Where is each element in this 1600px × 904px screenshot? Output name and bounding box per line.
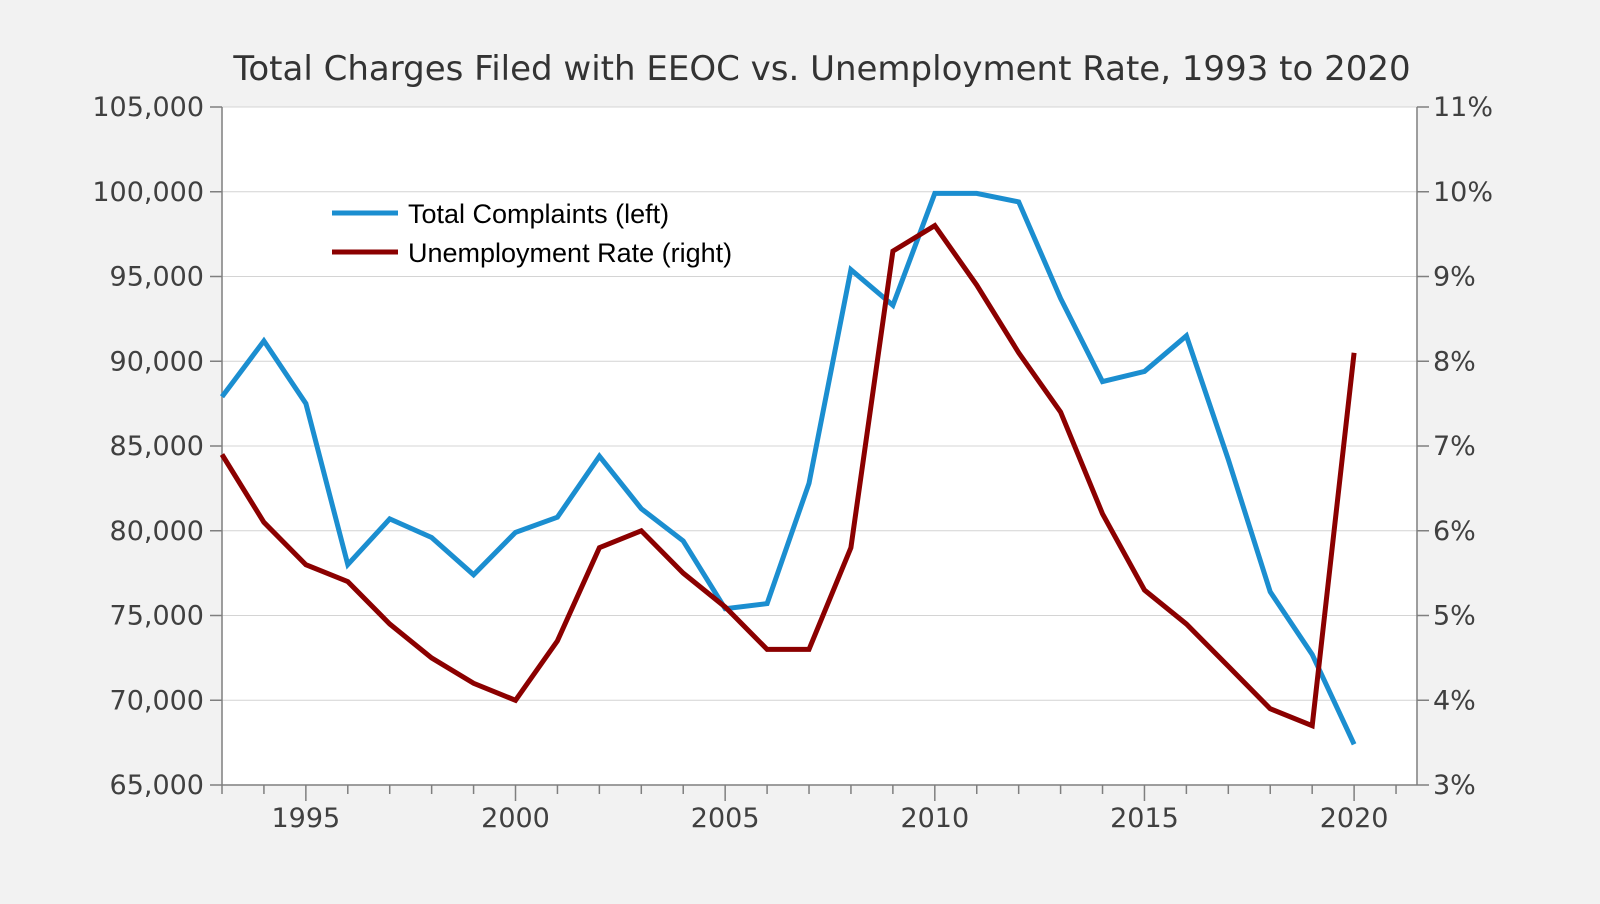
axes: 65,000 70,000 75,000 80,000 85,000 90,000 95,0… [92, 92, 1493, 834]
y-left-tick-label: 75,000 [110, 601, 204, 632]
x-tick-label: 2000 [481, 803, 550, 834]
y-right-tick-label: 4% [1433, 685, 1476, 716]
y-left-tick-label: 70,000 [110, 685, 204, 716]
legend-label: Unemployment Rate (right) [408, 238, 732, 268]
x-tick-label: 2015 [1110, 803, 1179, 834]
series-group [219, 190, 1357, 746]
series-line-total-complaints [219, 190, 1357, 746]
legend: Total Complaints (left) Unemployment Rate… [332, 199, 732, 268]
y-left-tick-label: 105,000 [92, 92, 204, 123]
series-line-unemployment-rate [219, 222, 1357, 730]
y-left-tick-label: 100,000 [92, 177, 204, 208]
x-tick-label: 2005 [691, 803, 760, 834]
y-right-tick-label: 11% [1433, 92, 1493, 123]
y-left-tick-label: 65,000 [110, 770, 204, 801]
x-tick-label: 2010 [900, 803, 969, 834]
x-tick-label: 1995 [272, 803, 341, 834]
x-tick-label: 2020 [1320, 803, 1389, 834]
y-left-tick-label: 90,000 [110, 346, 204, 377]
y-right-tick-label: 8% [1433, 346, 1476, 377]
y-right-tick-label: 3% [1433, 770, 1476, 801]
y-right-tick-label: 9% [1433, 262, 1476, 293]
y-right-tick-label: 10% [1433, 177, 1493, 208]
y-left-tick-label: 85,000 [110, 431, 204, 462]
y-left-tick-label: 95,000 [110, 262, 204, 293]
y-right-tick-label: 6% [1433, 516, 1476, 547]
legend-label: Total Complaints (left) [408, 199, 669, 229]
y-right-tick-label: 7% [1433, 431, 1476, 462]
y-left-tick-label: 80,000 [110, 516, 204, 547]
chart-title: Total Charges Filed with EEOC vs. Unempl… [232, 49, 1410, 89]
y-right-tick-label: 5% [1433, 601, 1476, 632]
